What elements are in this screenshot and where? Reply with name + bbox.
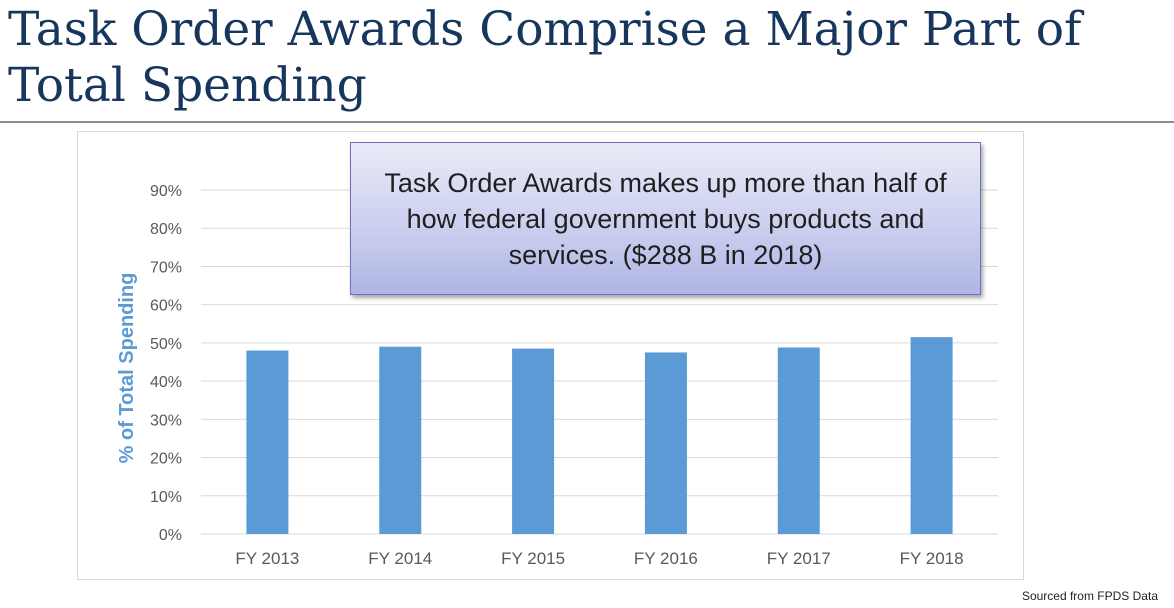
- y-axis-label: % of Total Spending: [116, 273, 138, 464]
- y-tick-label: 60%: [150, 298, 182, 315]
- bar: [644, 352, 687, 534]
- x-tick-labels: FY 2013 FY 2014 FY 2015 FY 2016 FY 2017 FY 20…: [235, 549, 963, 568]
- x-tick-label: FY 2018: [900, 549, 964, 568]
- y-tick-label: 90%: [150, 183, 182, 200]
- y-tick-labels: 0% 10% 20% 30% 40% 50% 60% 70% 80% 90%: [150, 183, 182, 544]
- bar: [379, 346, 422, 534]
- bar: [246, 350, 289, 534]
- y-tick-label: 70%: [150, 259, 182, 276]
- y-tick-label: 10%: [150, 489, 182, 506]
- bars: [246, 337, 953, 534]
- bar-chart: 0%10%20%30%40%50%60%70%80%90% FY 2013 FY …: [116, 183, 998, 568]
- callout-text: Task Order Awards makes up more than hal…: [384, 167, 947, 270]
- y-tick-label: 20%: [150, 451, 182, 468]
- x-tick-label: FY 2017: [767, 549, 831, 568]
- x-tick-label: FY 2015: [501, 549, 565, 568]
- x-tick-label: FY 2014: [368, 549, 432, 568]
- bar: [512, 348, 555, 534]
- x-tick-label: FY 2013: [235, 549, 299, 568]
- y-tick-label: 40%: [150, 374, 182, 391]
- y-tick-label: 80%: [150, 221, 182, 238]
- y-tick-label: 0%: [159, 527, 182, 544]
- title-divider: [0, 121, 1174, 123]
- source-note: Sourced from FPDS Data: [1021, 589, 1158, 603]
- y-tick-label: 30%: [150, 412, 182, 429]
- slide-title: Task Order Awards Comprise a Major Part …: [8, 2, 1082, 113]
- callout-box: Task Order Awards makes up more than hal…: [350, 142, 981, 295]
- bar: [777, 347, 820, 534]
- x-tick-label: FY 2016: [634, 549, 698, 568]
- bar: [910, 337, 953, 534]
- y-tick-label: 50%: [150, 336, 182, 353]
